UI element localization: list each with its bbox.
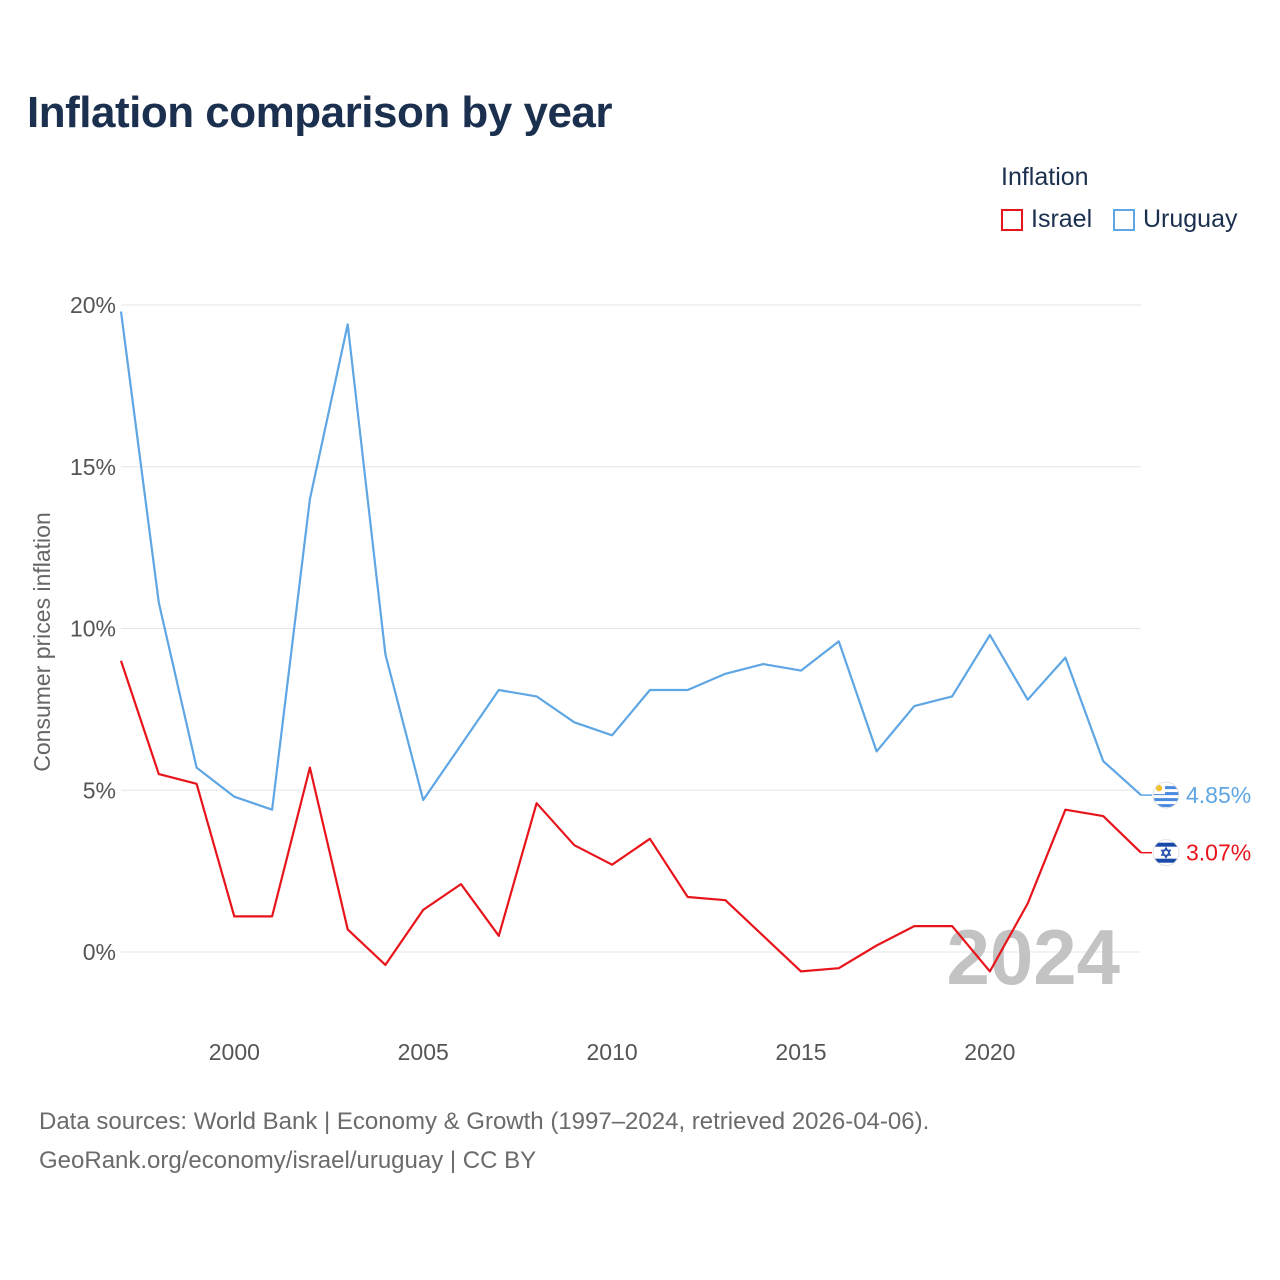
legend-label-israel: Israel: [1031, 205, 1093, 233]
y-tick-label: 20%: [70, 292, 116, 318]
x-tick-label: 2020: [964, 1039, 1015, 1065]
legend-item-israel[interactable]: Israel: [1001, 205, 1092, 234]
axis-labels: 0% 5% 10% 15% 20% 2000 2005 2010 2015 2020 Consume…: [29, 292, 1015, 1065]
legend-swatch-israel: [1001, 208, 1023, 231]
series-line-israel[interactable]: [119, 660, 1142, 973]
y-axis-label: Consumer prices inflation: [29, 512, 55, 772]
y-tick-label: 15%: [70, 454, 116, 480]
y-tick-label: 10%: [70, 616, 116, 642]
israel-flag-icon: [1152, 839, 1180, 867]
x-tick-label: 2010: [587, 1039, 638, 1065]
y-tick-label: 5%: [83, 777, 116, 803]
series-lines: [119, 311, 1142, 973]
series-line-uruguay[interactable]: [119, 311, 1142, 811]
end-value-label-uruguay: 4.85%: [1186, 782, 1251, 808]
year-watermark: 2024: [946, 913, 1120, 1001]
uruguay-flag-icon: [1152, 781, 1180, 809]
year-watermark-layer: 2024: [946, 913, 1120, 1001]
end-labels: 3.07% 4.85%: [1141, 781, 1251, 867]
legend-title: Inflation: [1001, 163, 1089, 191]
page-title: Inflation comparison by year: [27, 88, 613, 137]
source-line-1: Data sources: World Bank | Economy & Gro…: [39, 1108, 930, 1135]
y-tick-label: 0%: [83, 939, 116, 965]
x-tick-label: 2000: [209, 1039, 260, 1065]
source-line-2[interactable]: GeoRank.org/economy/israel/uruguay | CC …: [39, 1147, 537, 1174]
x-tick-label: 2005: [398, 1039, 449, 1065]
end-value-label-israel: 3.07%: [1186, 840, 1251, 866]
legend-item-uruguay[interactable]: Uruguay: [1113, 205, 1238, 234]
x-tick-label: 2015: [775, 1039, 826, 1065]
legend-label-uruguay: Uruguay: [1143, 205, 1238, 233]
line-chart: 2024 0% 5% 10% 15% 20% 2000 2005 2010 2015 2020 Co…: [29, 292, 1251, 1065]
legend-swatch-uruguay: [1113, 208, 1135, 231]
gridlines: [121, 304, 1141, 953]
